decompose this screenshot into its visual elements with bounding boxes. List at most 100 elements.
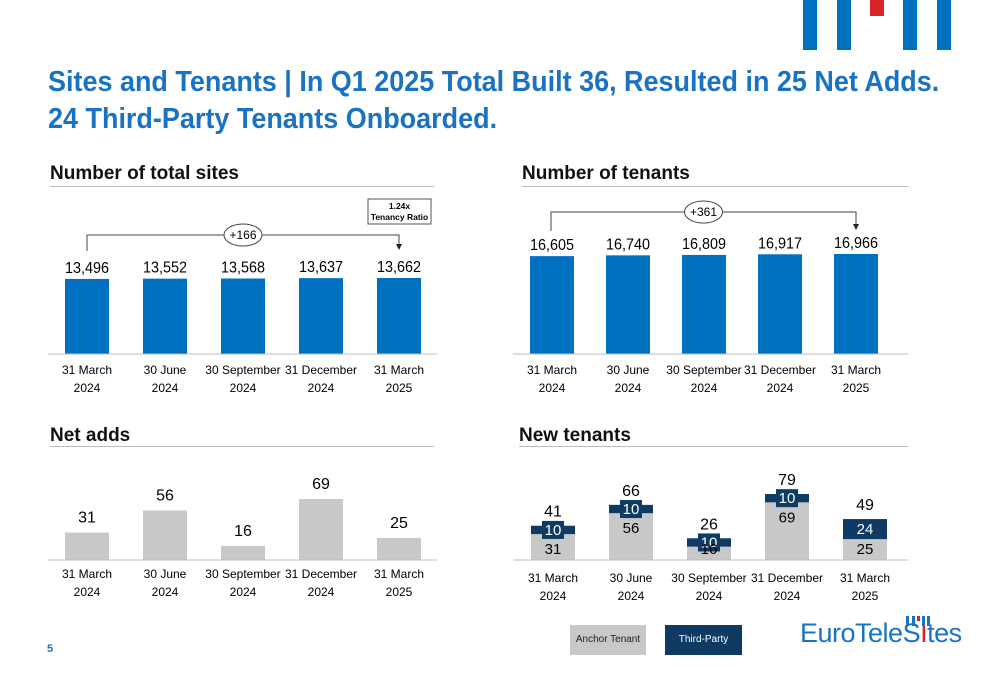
tenants-panel-title: Number of tenants xyxy=(522,163,690,184)
netadds-value-label: 16 xyxy=(234,523,252,540)
newtenants-thirdparty-label-box xyxy=(542,520,564,539)
newtenants-anchor-label: 31 xyxy=(545,541,562,558)
tenants-category-label: 2024 xyxy=(767,381,794,395)
eurotelesites-logo: EuroTeleSItes xyxy=(800,618,962,649)
newtenants-category-label: 30 September xyxy=(671,571,746,585)
sites-panel-rule xyxy=(50,186,434,187)
netadds-category-label: 2025 xyxy=(386,585,413,599)
legend-third-party: Third-Party xyxy=(665,625,742,655)
newtenants-thirdparty-label-box xyxy=(854,520,876,539)
sites-value-label: 13,568 xyxy=(221,259,265,277)
netadds-panel-title: Net adds xyxy=(50,425,131,446)
newtenants-anchor-bar xyxy=(765,502,809,560)
netadds-category-label: 31 March xyxy=(374,567,424,581)
newtenants-thirdparty-label-box xyxy=(620,500,642,519)
newtenants-total-label: 66 xyxy=(622,483,640,500)
newtenants-anchor-bar xyxy=(609,513,653,560)
tenants-category-label: 31 December xyxy=(744,363,816,377)
tenants-category-label: 2024 xyxy=(539,381,566,395)
sites-category-label: 31 December xyxy=(285,363,357,377)
brand-bar-red xyxy=(870,0,884,16)
tenants-category-label: 30 September xyxy=(666,363,741,377)
netadds-value-label: 69 xyxy=(312,476,330,493)
sites-category-label: 31 March xyxy=(374,363,424,377)
netadds-bar xyxy=(65,532,109,560)
tenants-category-label: 31 March xyxy=(831,363,881,377)
sites-value-label: 13,496 xyxy=(65,259,109,277)
newtenants-category-label: 31 March xyxy=(840,571,890,585)
page-title: Sites and Tenants | In Q1 2025 Total Bui… xyxy=(48,64,940,138)
newtenants-category-label: 2025 xyxy=(852,589,879,603)
tenancy-ratio-caption: Tenancy Ratio xyxy=(371,212,428,222)
newtenants-panel-title: New tenants xyxy=(519,425,631,446)
netadds-category-label: 2024 xyxy=(230,585,257,599)
tenants-value-label: 16,966 xyxy=(834,234,878,252)
sites-bracket-arrow xyxy=(396,244,402,250)
sites-bracket-label: +166 xyxy=(229,228,256,242)
brand-bar xyxy=(803,0,817,50)
page-title-line1: Sites and Tenants | In Q1 2025 Total Bui… xyxy=(48,66,940,98)
tenants-category-label: 2024 xyxy=(691,381,718,395)
newtenants-thirdparty-label: 10 xyxy=(701,534,718,551)
newtenants-category-label: 31 March xyxy=(528,571,578,585)
tenancy-ratio-box xyxy=(367,198,432,225)
tenants-bar xyxy=(606,255,650,354)
tenants-bracket-label: +361 xyxy=(690,205,717,219)
netadds-bar xyxy=(221,545,265,560)
newtenants-thirdparty-label: 10 xyxy=(623,501,640,518)
newtenants-total-label: 41 xyxy=(544,504,562,521)
tenants-value-label: 16,917 xyxy=(758,235,802,253)
legend-anchor-tenant: Anchor Tenant xyxy=(570,625,646,655)
netadds-category-label: 30 June xyxy=(144,567,187,581)
tenants-bracket-bubble xyxy=(684,200,723,224)
sites-category-label: 2025 xyxy=(386,381,413,395)
sites-value-label: 13,552 xyxy=(143,259,187,277)
newtenants-thirdparty-label-box xyxy=(776,489,798,508)
tenants-bar xyxy=(758,254,802,354)
brand-bar xyxy=(837,0,851,50)
sites-category-label: 2024 xyxy=(230,381,257,395)
newtenants-anchor-label: 16 xyxy=(701,541,718,558)
netadds-category-label: 31 March xyxy=(62,567,112,581)
sites-value-label: 13,662 xyxy=(377,258,421,276)
netadds-value-label: 56 xyxy=(156,487,174,504)
sites-bar xyxy=(221,278,265,354)
netadds-value-label: 31 xyxy=(78,510,96,527)
netadds-bar xyxy=(377,537,421,560)
newtenants-anchor-label: 25 xyxy=(857,541,874,558)
newtenants-total-label: 26 xyxy=(700,516,718,533)
sites-category-label: 2024 xyxy=(308,381,335,395)
sites-bar xyxy=(377,278,421,354)
logo-mark-icon xyxy=(906,616,930,626)
netadds-bar xyxy=(299,499,343,560)
netadds-category-label: 2024 xyxy=(152,585,179,599)
tenants-value-label: 16,605 xyxy=(530,236,574,254)
tenants-panel-rule xyxy=(522,186,908,187)
tenants-value-label: 16,740 xyxy=(606,236,650,254)
corner-brand-bars xyxy=(803,0,951,50)
newtenants-category-label: 2024 xyxy=(540,589,567,603)
page-title-line2: 24 Third-Party Tenants Onboarded. xyxy=(48,103,498,135)
newtenants-category-label: 2024 xyxy=(774,589,801,603)
logo-text-part1: EuroTeleS xyxy=(800,618,921,648)
newtenants-thirdparty-label: 10 xyxy=(545,522,562,539)
sites-bar xyxy=(65,278,109,354)
newtenants-total-label: 49 xyxy=(856,497,874,514)
newtenants-thirdparty-label: 24 xyxy=(857,521,874,538)
sites-category-label: 2024 xyxy=(74,381,101,395)
tenants-bar xyxy=(834,254,878,354)
tenants-bar xyxy=(530,256,574,354)
netadds-category-label: 30 September xyxy=(205,567,280,581)
newtenants-panel-rule xyxy=(519,446,908,447)
tenants-category-label: 30 June xyxy=(607,363,650,377)
newtenants-anchor-bar xyxy=(843,539,887,560)
sites-panel-title: Number of total sites xyxy=(50,163,239,184)
sites-category-label: 30 September xyxy=(205,363,280,377)
newtenants-category-label: 31 December xyxy=(751,571,823,585)
logo-text-part2: I xyxy=(920,618,928,648)
netadds-value-label: 25 xyxy=(390,515,408,532)
tenants-category-label: 31 March xyxy=(527,363,577,377)
netadds-category-label: 2024 xyxy=(74,585,101,599)
netadds-panel-rule xyxy=(50,446,434,447)
brand-bar xyxy=(937,0,951,50)
